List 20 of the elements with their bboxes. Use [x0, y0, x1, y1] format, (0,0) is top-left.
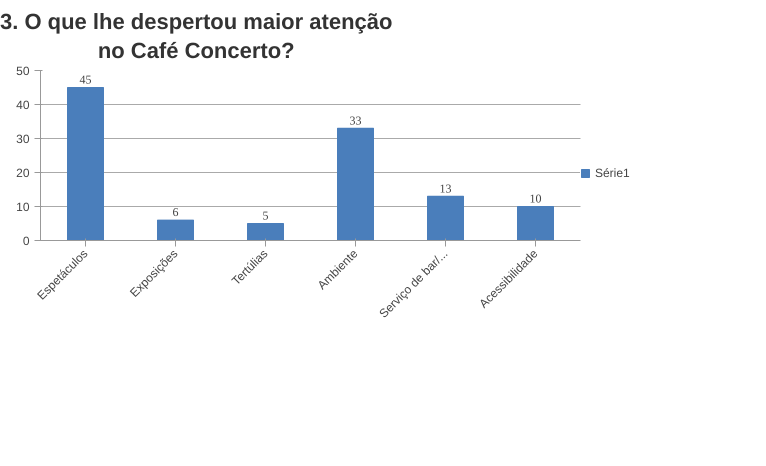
bar: [67, 87, 104, 241]
data-label: 33: [350, 113, 362, 128]
y-tick-label: 0: [22, 234, 30, 248]
data-label: 13: [440, 181, 452, 196]
data-label: 5: [262, 208, 268, 223]
bar: [247, 223, 284, 241]
y-tick-label: 10: [16, 200, 30, 214]
legend-label: Série1: [595, 166, 630, 180]
y-tick-label: 50: [16, 64, 30, 78]
bar: [427, 196, 464, 241]
data-label: 45: [80, 72, 92, 87]
data-label: 10: [530, 192, 542, 206]
bar: [157, 220, 194, 241]
y-tick-label: 30: [16, 132, 30, 146]
bar: [517, 206, 554, 241]
y-tick-label: 40: [16, 98, 30, 112]
bar: [337, 128, 374, 241]
chart-title: 3. O que lhe despertou maior atenção no Café Concerto?: [0, 8, 392, 65]
y-tick-label: 20: [16, 166, 30, 180]
data-label: 6: [172, 205, 178, 220]
